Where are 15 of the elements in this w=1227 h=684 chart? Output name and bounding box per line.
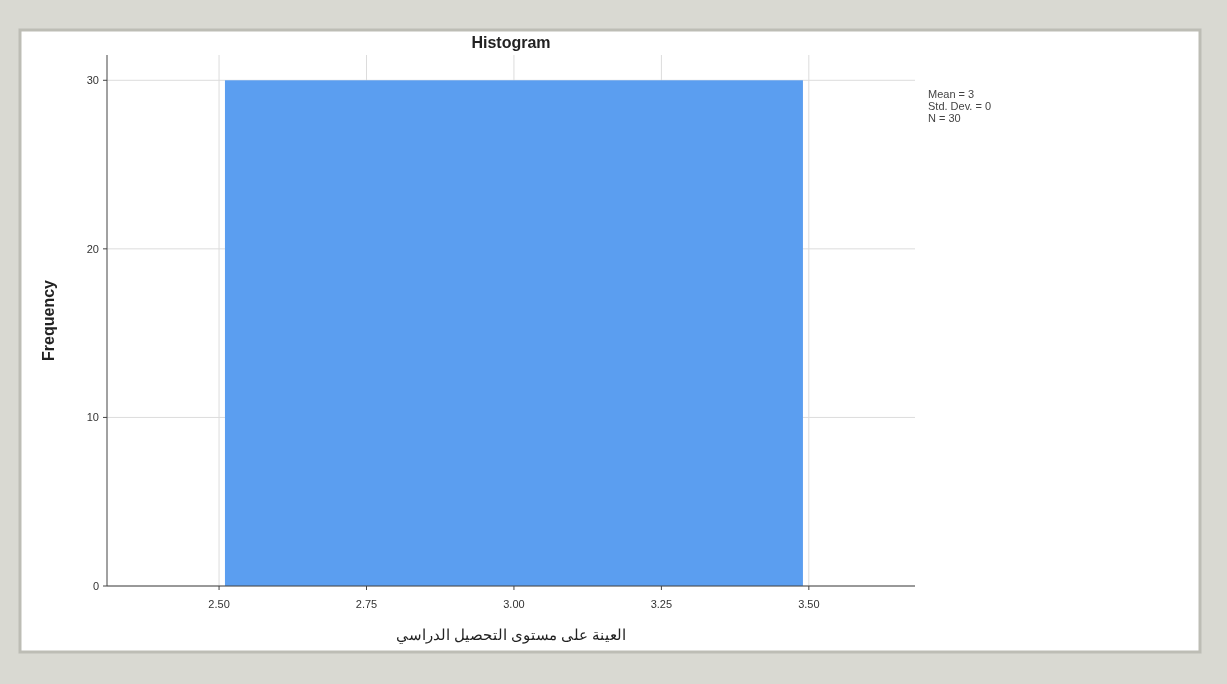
text: Std. Dev. = 0	[928, 100, 992, 112]
text: Mean = 3	[928, 88, 975, 100]
y-tick-label: 20	[86, 242, 99, 255]
text: N = 30	[928, 112, 961, 124]
x-axis-title: العينة على مستوى التحصيل الدراسي	[395, 626, 627, 644]
x-tick-label: 3.25	[650, 598, 673, 610]
chart-title: Histogram	[471, 34, 551, 51]
x-tick-label: 3.00	[503, 598, 525, 610]
y-axis-title: Frequency	[40, 279, 57, 361]
y-tick-label: 10	[86, 411, 99, 424]
x-tick-label: 3.50	[798, 598, 820, 610]
y-tick-label: 0	[92, 580, 99, 592]
x-tick-label: 2.50	[208, 598, 230, 610]
x-tick-label: 2.75	[355, 598, 378, 610]
y-tick-label: 30	[86, 74, 99, 87]
